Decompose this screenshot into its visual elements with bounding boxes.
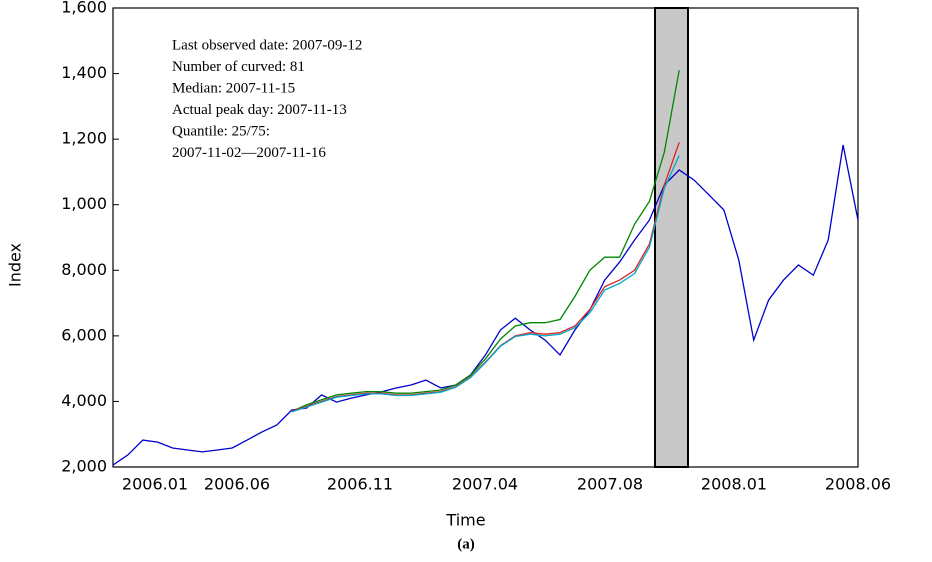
annotation: Number of curved: 81	[172, 59, 305, 75]
annotation: 2007-11-02—2007-11-16	[172, 145, 326, 161]
y-tick-label: 1,000	[61, 194, 107, 213]
series-line	[112, 144, 859, 466]
x-axis-label: Time	[445, 511, 485, 530]
caption: (a)	[457, 536, 475, 552]
y-axis-label: Index	[6, 243, 25, 287]
y-tick-label: 6,000	[61, 325, 107, 344]
annotation: Quantile: 25/75:	[172, 123, 270, 139]
x-tick-label: 2007.04	[452, 475, 518, 494]
annotation: Median: 2007-11-15	[172, 80, 295, 96]
plot-frame	[112, 7, 859, 468]
y-tick-label: 1,400	[61, 63, 107, 82]
highlight-window	[654, 7, 689, 468]
y-tick-label: 8,000	[61, 260, 107, 279]
x-tick-label: 2006.01	[122, 475, 188, 494]
series-line	[291, 70, 680, 412]
x-tick-label: 2007.08	[577, 475, 643, 494]
y-tick-label: 2,000	[61, 457, 107, 476]
annotation: Last observed date: 2007-09-12	[172, 37, 362, 53]
x-tick-label: 2006.06	[204, 475, 270, 494]
x-tick-label: 2008.06	[825, 475, 891, 494]
y-tick-label: 1,200	[61, 129, 107, 148]
y-tick-label: 4,000	[61, 391, 107, 410]
annotation: Actual peak day: 2007-11-13	[172, 102, 347, 118]
series-line	[291, 142, 680, 412]
series-line	[291, 155, 680, 413]
x-tick-label: 2008.01	[701, 475, 767, 494]
x-tick-label: 2006.11	[327, 475, 393, 494]
y-tick-label: 1,600	[61, 0, 107, 17]
